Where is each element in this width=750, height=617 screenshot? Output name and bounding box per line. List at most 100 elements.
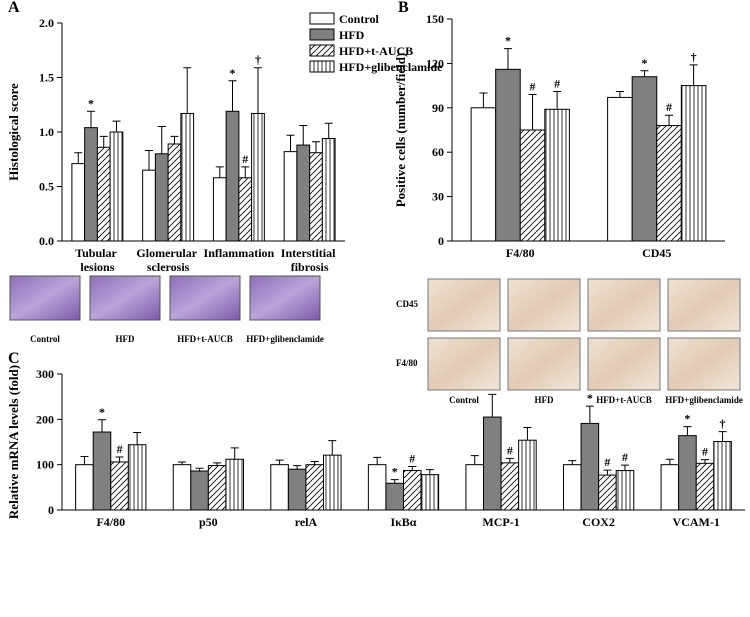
bar: [154, 153, 169, 242]
bar: [660, 464, 680, 511]
error-bar: [112, 120, 121, 132]
bar: [287, 468, 307, 511]
y-tick-label: 0.0: [39, 234, 54, 248]
bar: [500, 462, 520, 511]
y-axis-label: Positive cells (number/field): [393, 53, 408, 208]
error-bar: [115, 456, 124, 462]
error-bar: [328, 440, 337, 456]
bar: [251, 112, 265, 242]
bar: [680, 85, 707, 242]
bar: [84, 127, 98, 242]
bar: [296, 144, 311, 242]
significance-mark: #: [530, 79, 536, 93]
histology-image: [89, 275, 161, 321]
legend-label: Control: [339, 12, 379, 26]
legend-swatch: [309, 12, 335, 25]
bar: [518, 439, 537, 511]
significance-mark: #: [702, 445, 708, 459]
ihc-image: [427, 337, 501, 391]
error-bar: [700, 459, 709, 464]
bar: [96, 146, 111, 242]
error-bar: [603, 469, 612, 476]
ihc-image: [667, 337, 741, 391]
error-bar: [195, 467, 204, 472]
legend-swatch: [309, 44, 335, 57]
y-tick-label: 90: [432, 101, 444, 115]
error-bar: [689, 64, 698, 86]
bar: [519, 129, 546, 242]
bar: [127, 444, 147, 511]
bar: [305, 464, 324, 511]
image-caption: HFD: [116, 334, 135, 344]
bar: [225, 110, 240, 242]
bar: [92, 431, 112, 511]
error-bar: [228, 80, 237, 112]
x-tick-label: CD45: [642, 246, 671, 260]
histology-image: [249, 275, 321, 321]
error-bar: [230, 447, 239, 460]
significance-mark: #: [507, 443, 513, 457]
bar: [483, 416, 502, 511]
y-tick-label: 200: [36, 412, 54, 426]
bar: [695, 462, 715, 511]
error-bar: [390, 479, 399, 484]
bar: [109, 131, 124, 242]
bar: [110, 461, 129, 511]
y-tick-label: 2.0: [39, 16, 54, 30]
histology-image: [9, 275, 81, 321]
y-tick-label: 1.5: [39, 71, 54, 85]
x-tick-label: IκBα: [390, 515, 416, 529]
error-bar: [683, 426, 692, 436]
bar: [678, 435, 697, 511]
image-caption: HFD+t-AUCB: [596, 395, 652, 405]
error-bar: [324, 122, 333, 139]
image-caption: HFD: [535, 395, 554, 405]
bar: [180, 112, 195, 242]
bar: [367, 464, 387, 511]
significance-mark: *: [587, 391, 593, 405]
x-tick-label: Glomerular sclerosis: [136, 246, 199, 274]
error-bar: [553, 91, 562, 110]
error-bar: [665, 458, 674, 465]
error-bar: [183, 67, 192, 114]
bar: [212, 177, 227, 242]
legend-swatch: [309, 28, 335, 41]
bar: [309, 152, 323, 242]
y-tick-label: 300: [36, 367, 54, 381]
error-bar: [503, 48, 512, 70]
x-tick-label: relA: [295, 515, 318, 529]
error-bar: [425, 469, 434, 475]
bar: [385, 482, 404, 511]
error-bar: [213, 462, 222, 466]
significance-mark: #: [554, 77, 560, 91]
error-bar: [145, 150, 154, 171]
histology-image: [169, 275, 241, 321]
x-tick-label: Interstitial fibrosis: [281, 246, 339, 274]
bar: [190, 470, 209, 511]
error-bar: [585, 405, 594, 424]
x-tick-label: F4/80: [506, 246, 535, 260]
error-bar: [373, 456, 382, 465]
error-bar: [311, 141, 320, 153]
error-bar: [286, 134, 295, 152]
error-bar: [241, 166, 250, 178]
significance-mark: *: [684, 412, 690, 426]
error-bar: [133, 431, 142, 445]
bar: [225, 458, 244, 511]
x-tick-label: VCAM-1: [673, 515, 720, 529]
error-bar: [299, 124, 308, 146]
error-bar: [74, 152, 83, 164]
significance-mark: #: [242, 152, 248, 166]
bar: [75, 464, 94, 511]
ihc-image: [667, 278, 741, 332]
significance-mark: *: [505, 34, 511, 48]
error-bar: [523, 426, 532, 441]
bar: [172, 464, 192, 511]
y-tick-label: 100: [36, 458, 54, 472]
bar: [607, 96, 633, 242]
bar: [563, 464, 582, 511]
bar: [238, 177, 253, 242]
bar: [713, 441, 732, 511]
error-bar: [98, 419, 107, 433]
image-caption: HFD+glibenclamide: [246, 334, 324, 344]
